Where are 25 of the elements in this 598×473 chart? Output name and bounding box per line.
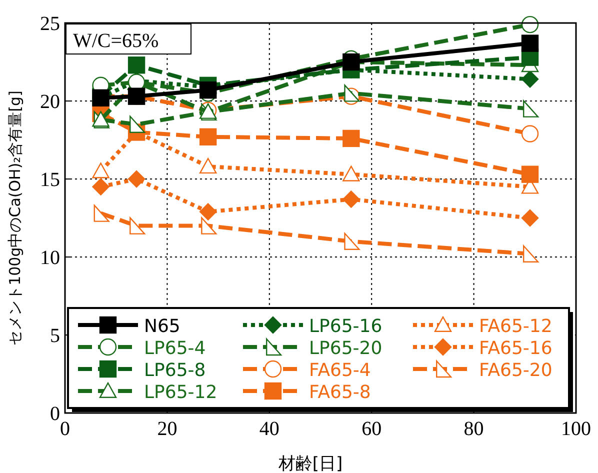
legend-label: FA65-16	[479, 338, 552, 359]
legend-label: LP65-20	[309, 338, 382, 359]
legend-label: LP65-12	[144, 382, 218, 403]
legend-label: LP65-8	[144, 360, 206, 381]
x-axis-title: 材齢[日]	[277, 454, 343, 473]
x-tick-label: 40	[259, 418, 280, 440]
legend-label: FA65-12	[479, 316, 552, 337]
legend-label: LP65-16	[309, 316, 382, 337]
legend-label: LP65-4	[144, 338, 206, 359]
y-axis-title: セメント100g中のCa(OH)₂含有量[g]	[6, 90, 24, 346]
y-tick-label: 15	[40, 169, 60, 191]
x-tick-label: 80	[464, 418, 484, 440]
x-tick-label: 60	[362, 418, 382, 440]
y-tick-label: 20	[40, 91, 60, 113]
x-tick-label: 100	[561, 418, 591, 440]
legend-label: FA65-20	[479, 360, 552, 381]
annotation: W/C=65%	[73, 30, 159, 52]
y-tick-label: 10	[40, 247, 60, 269]
y-tick-label: 5	[50, 325, 60, 347]
legend-label: N65	[144, 316, 180, 337]
legend-label: FA65-4	[309, 360, 371, 381]
y-tick-label: 0	[50, 403, 60, 425]
x-tick-label: 20	[157, 418, 178, 440]
y-tick-label: 25	[40, 13, 60, 35]
legend-label: FA65-8	[309, 382, 371, 403]
